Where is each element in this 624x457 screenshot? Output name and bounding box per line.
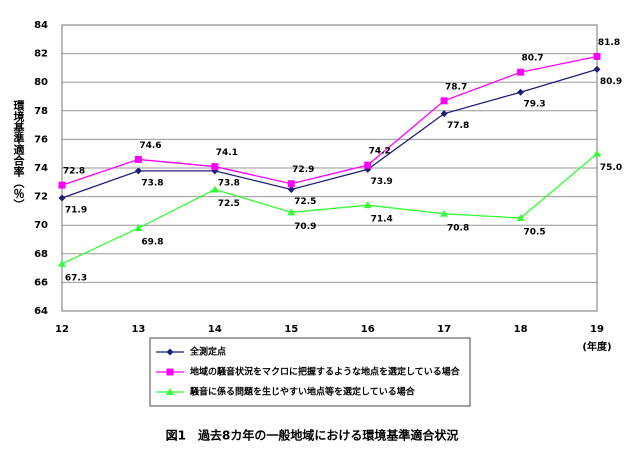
data-label: 72.8: [63, 167, 85, 177]
legend-label: 全測定点: [189, 346, 226, 358]
x-tick-label: 14: [208, 324, 222, 335]
x-tick-label: 18: [514, 324, 528, 335]
y-tick-label: 82: [34, 49, 48, 60]
marker: [210, 185, 219, 193]
data-label: 67.3: [65, 273, 87, 283]
legend-label: 地域の騒音状況をマクロに把握するような地点を選定している場合: [190, 366, 461, 378]
x-tick-label: 19: [590, 324, 604, 335]
data-label: 70.9: [294, 222, 316, 232]
y-tick-label: 68: [34, 249, 48, 260]
marker: [211, 163, 219, 171]
data-label: 73.9: [371, 177, 393, 187]
marker: [593, 65, 601, 73]
marker: [58, 259, 66, 267]
y-tick-label: 70: [34, 220, 48, 231]
marker: [517, 88, 525, 96]
data-label: 73.8: [218, 178, 240, 188]
x-tick-label: 12: [55, 324, 69, 335]
marker: [364, 161, 372, 169]
y-tick-label: 72: [34, 192, 48, 203]
data-label: 74.6: [139, 141, 161, 151]
data-label: 80.7: [521, 54, 543, 64]
plot-border: [61, 24, 598, 312]
marker: [134, 167, 142, 175]
chart-title: 図1 過去8カ年の一般地域における環境基準適合状況: [166, 428, 459, 443]
series-line: [61, 153, 598, 265]
data-label: 71.4: [371, 215, 393, 225]
marker: [134, 155, 142, 163]
x-tick-label: 15: [284, 324, 298, 335]
marker: [440, 110, 448, 118]
data-label: 74.1: [216, 148, 238, 158]
marker: [440, 209, 449, 217]
marker: [517, 68, 525, 76]
marker: [58, 181, 66, 189]
legend-box: [149, 337, 471, 407]
marker: [287, 208, 296, 216]
marker: [363, 201, 372, 209]
marker: [287, 180, 295, 188]
y-tick-label: 80: [34, 77, 48, 88]
y-tick-label: 84: [34, 20, 48, 31]
x-tick-label: 13: [131, 324, 145, 335]
data-label: 72.9: [292, 165, 314, 175]
y-tick-label: 64: [34, 306, 48, 317]
marker: [593, 52, 601, 60]
y-tick-label: 76: [34, 134, 48, 145]
data-label: 71.9: [65, 206, 87, 216]
data-label: 74.2: [369, 147, 391, 157]
data-label: 78.7: [445, 82, 467, 92]
data-label: 75.0: [600, 163, 622, 173]
y-tick-label: 78: [34, 106, 48, 117]
data-label: 80.9: [600, 77, 622, 87]
x-axis-label: (年度): [582, 340, 611, 353]
y-tick-label: 74: [34, 163, 48, 174]
data-label: 79.3: [523, 100, 545, 110]
data-label: 69.8: [141, 238, 163, 248]
legend-marker: [166, 368, 174, 376]
legend-marker: [166, 388, 174, 395]
data-label: 72.5: [294, 197, 316, 207]
y-tick-label: 66: [34, 277, 48, 288]
data-label: 72.5: [218, 199, 240, 209]
series-line: [61, 55, 598, 186]
data-label: 70.8: [447, 223, 469, 233]
marker: [440, 97, 448, 105]
data-label: 73.8: [141, 178, 163, 188]
data-label: 81.8: [598, 38, 620, 48]
marker: [58, 194, 66, 202]
x-tick-label: 17: [437, 324, 451, 335]
y-axis-label: 環境基準適合率（％）: [12, 100, 26, 210]
marker: [287, 185, 295, 193]
data-label: 77.8: [447, 121, 469, 131]
marker: [516, 214, 525, 222]
series-line: [61, 68, 598, 199]
marker: [134, 224, 143, 232]
x-tick-label: 16: [361, 324, 375, 335]
data-label: 70.5: [523, 228, 545, 238]
marker: [593, 149, 601, 157]
legend-marker: [166, 348, 174, 356]
legend-label: 騒音に係る問題を生じやすい地点等を選定している場合: [190, 386, 416, 398]
